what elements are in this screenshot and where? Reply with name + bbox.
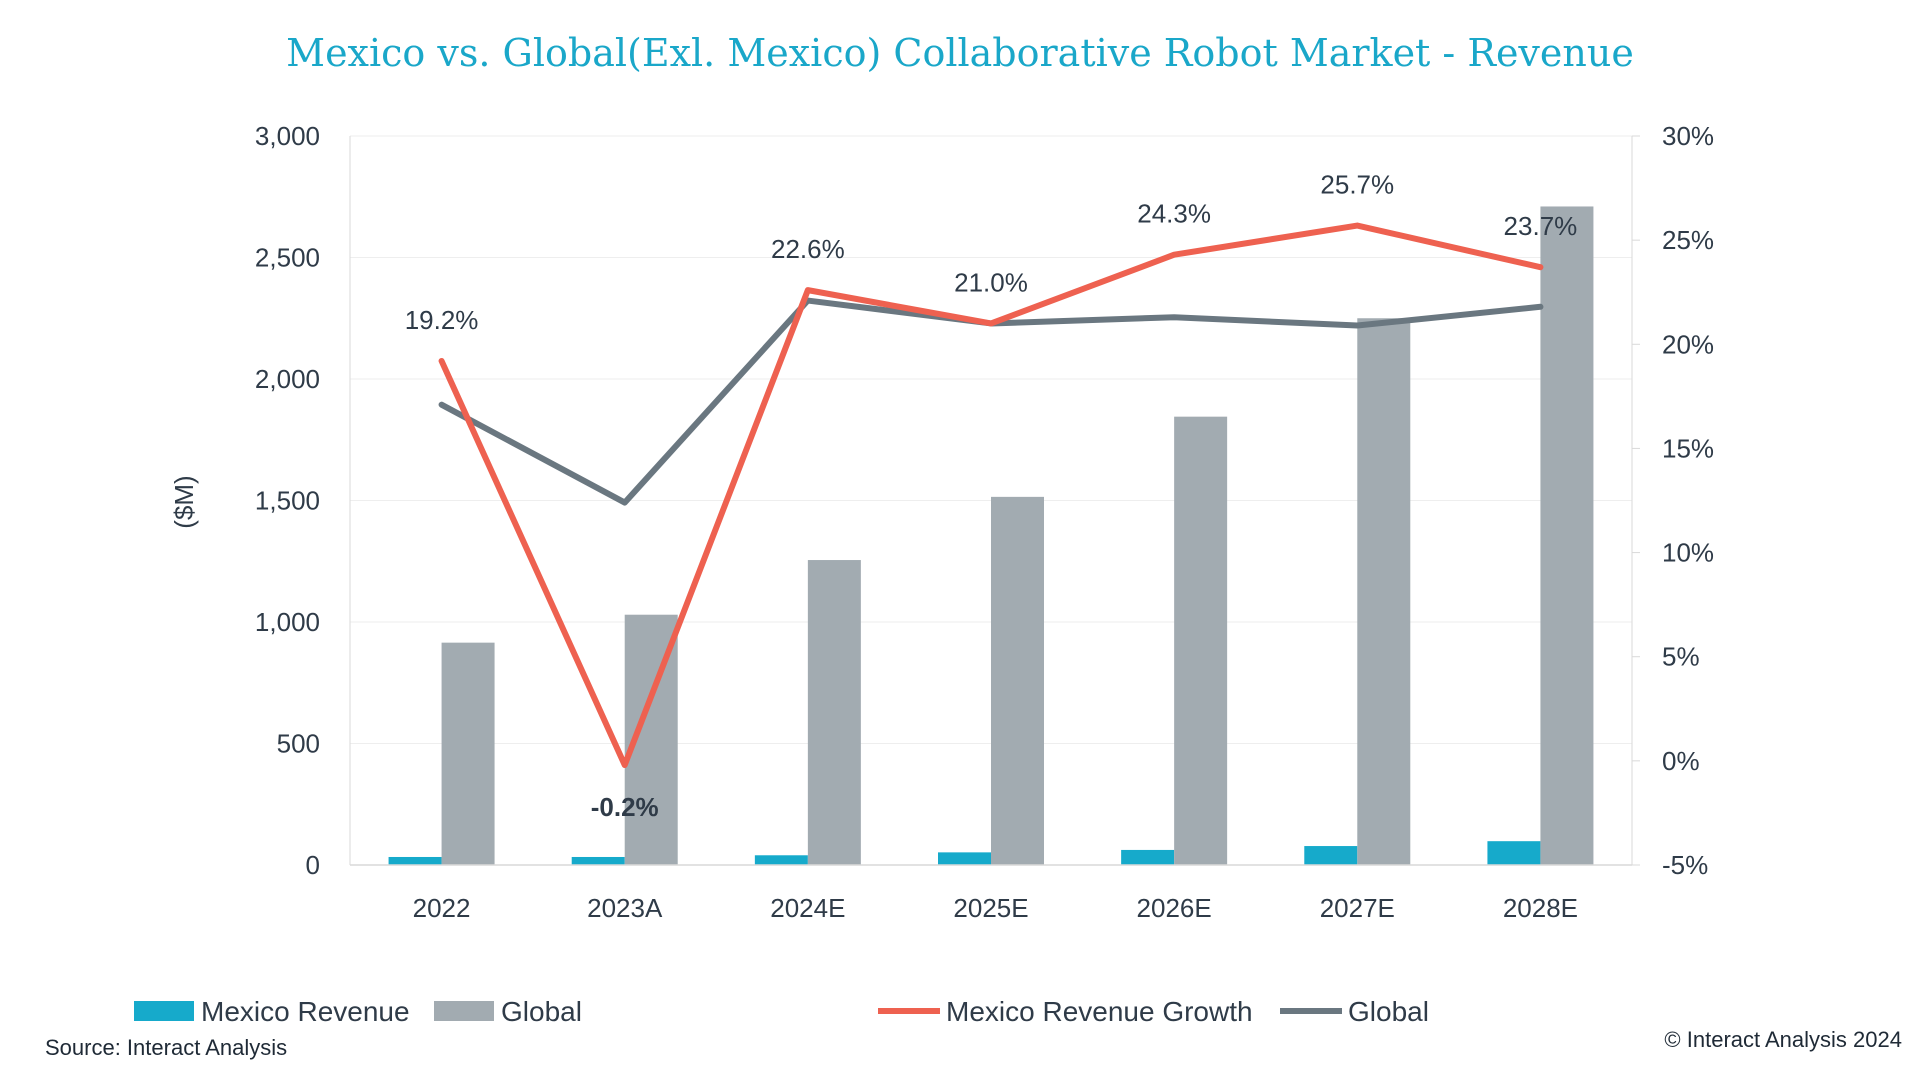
y-tick-label: 500 [277, 729, 320, 759]
bar-global [991, 496, 1044, 865]
left-axis-ticks: 0 500 1,000 1,500 2,000 2,500 3,000 [255, 121, 320, 880]
y-tick-label: 1,500 [255, 486, 320, 516]
y2-tick-label: 10% [1662, 538, 1714, 568]
bar-mexico-revenue [754, 855, 808, 865]
copyright-note: © Interact Analysis 2024 [1664, 1027, 1902, 1052]
x-tick-label: 2022 [413, 893, 471, 923]
y-tick-label: 2,500 [255, 243, 320, 273]
data-label-mexico-growth: 21.0% [954, 267, 1028, 297]
y-tick-label: 3,000 [255, 121, 320, 151]
legend: Mexico Revenue Global Mexico Revenue Gro… [134, 996, 1429, 1027]
bar-mexico-revenue [1121, 849, 1175, 865]
bar-global [1357, 318, 1411, 865]
y-tick-label: 2,000 [255, 364, 320, 394]
x-tick-label: 2026E [1137, 893, 1212, 923]
bar-mexico-revenue [1304, 846, 1358, 865]
y2-tick-label: 15% [1662, 433, 1714, 463]
bar-global [807, 560, 861, 865]
bar-global [441, 642, 495, 865]
right-axis-ticks: -5% 0% 5% 10% 15% 20% 25% 30% [1632, 121, 1714, 880]
data-label-mexico-growth: 19.2% [405, 305, 479, 335]
bar-mexico-revenue [388, 856, 442, 865]
bar-mexico-revenue [938, 852, 991, 865]
legend-swatch-mexico-revenue [134, 1001, 194, 1021]
legend-label-global-bar: Global [501, 996, 582, 1027]
legend-label-global-line: Global [1348, 996, 1429, 1027]
bar-global [1174, 416, 1228, 865]
y-tick-label: 1,000 [255, 607, 320, 637]
legend-swatch-global-bar [434, 1001, 494, 1021]
x-tick-label: 2024E [770, 893, 845, 923]
bar-mexico-revenue [571, 856, 625, 865]
bars [388, 206, 1594, 866]
x-tick-label: 2027E [1320, 893, 1395, 923]
data-label-mexico-growth: -0.2% [591, 792, 659, 822]
data-label-mexico-growth: 22.6% [771, 234, 845, 264]
data-labels: 19.2% -0.2% 22.6% 21.0% 24.3% 25.7% 23.7% [405, 170, 1578, 822]
y-tick-label: 0 [306, 850, 320, 880]
legend-label-mexico-revenue: Mexico Revenue [201, 996, 410, 1027]
x-tick-label: 2028E [1503, 893, 1578, 923]
legend-label-mexico-growth: Mexico Revenue Growth [946, 996, 1253, 1027]
x-axis-ticks: 2022 2023A 2024E 2025E 2026E 2027E 2028E [413, 893, 1578, 923]
y-axis-label: ($M) [169, 475, 199, 528]
data-label-mexico-growth: 23.7% [1504, 211, 1578, 241]
line-mexico-revenue-growth [438, 222, 1544, 769]
x-tick-label: 2025E [953, 893, 1028, 923]
x-tick-label: 2023A [587, 893, 663, 923]
y2-tick-label: 30% [1662, 121, 1714, 151]
data-label-mexico-growth: 24.3% [1137, 199, 1211, 229]
bar-global [1540, 206, 1594, 866]
y2-tick-label: 5% [1662, 642, 1700, 672]
y2-tick-label: 0% [1662, 746, 1700, 776]
y2-tick-label: 25% [1662, 225, 1714, 255]
y2-tick-label: 20% [1662, 329, 1714, 359]
source-note: Source: Interact Analysis [45, 1035, 287, 1060]
y2-tick-label: -5% [1662, 850, 1708, 880]
chart-title: Mexico vs. Global(Exl. Mexico) Collabora… [286, 31, 1634, 75]
lines [438, 222, 1544, 769]
bar-mexico-revenue [1487, 841, 1541, 865]
data-label-mexico-growth: 25.7% [1320, 170, 1394, 200]
